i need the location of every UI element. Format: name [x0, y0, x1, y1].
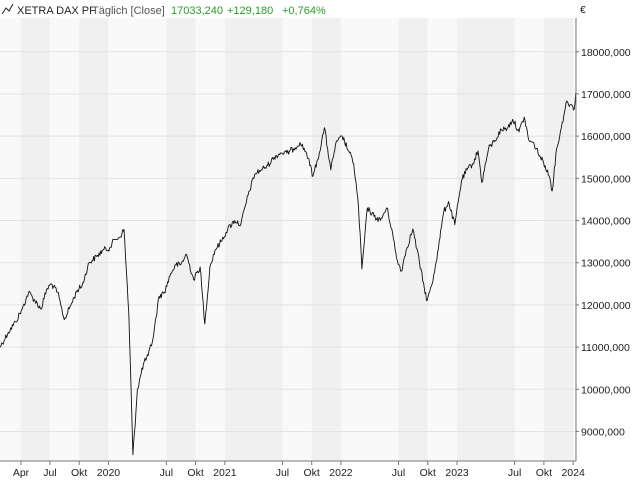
series-line [0, 92, 577, 456]
y-axis-ticks: 9000,000 10000,000 11000,000 12000,000 13000… [576, 47, 631, 438]
price-series [0, 92, 577, 456]
x-tick-label: Jul [392, 467, 405, 479]
x-axis-ticks: Apr Jul Okt 2020 Jul Okt 2021 Jul Okt 2022 Jul Okt 2… [13, 461, 585, 479]
gridlines [0, 51, 576, 432]
period-band [49, 18, 80, 461]
x-tick-label: 2022 [329, 467, 353, 479]
period-band [79, 18, 109, 461]
y-tick-label: 15000,000 [581, 173, 631, 185]
period-band [224, 18, 283, 461]
x-tick-label: Okt [536, 467, 552, 479]
x-tick-label: Okt [187, 467, 203, 479]
y-tick-label: 11000,000 [581, 342, 630, 354]
y-tick-label: 12000,000 [581, 300, 631, 312]
period-band [543, 18, 574, 461]
period-band [311, 18, 341, 461]
y-tick-label: 10000,000 [581, 384, 631, 396]
period-band [340, 18, 399, 461]
period-band [457, 18, 515, 461]
period-band [573, 18, 576, 461]
y-tick-label: 17000,000 [581, 89, 631, 101]
x-tick-label: Jul [160, 467, 173, 479]
absolute-change: +129,180 [227, 5, 273, 17]
line-chart-icon [1, 3, 14, 15]
chart-header: XETRA DAX PF Täglich [Close] 17033,240 +… [1, 3, 326, 17]
period-band [0, 18, 21, 461]
x-tick-label: Okt [71, 467, 87, 479]
y-tick-label: 18000,000 [581, 47, 631, 59]
x-tick-label: Apr [13, 467, 30, 479]
x-tick-label: 2024 [561, 467, 585, 479]
last-price: 17033,240 [171, 5, 223, 17]
x-tick-label: Okt [420, 467, 436, 479]
period-band [20, 18, 50, 461]
x-tick-label: 2023 [445, 467, 469, 479]
x-tick-label: Okt [304, 467, 320, 479]
period-band [398, 18, 428, 461]
currency-unit-label: € [580, 4, 586, 16]
period-bands [0, 18, 576, 461]
period-band [427, 18, 458, 461]
period-label: Täglich [Close] [92, 5, 165, 17]
y-tick-label: 14000,000 [581, 216, 631, 228]
percent-change: +0,764% [282, 5, 326, 17]
y-tick-label: 13000,000 [581, 258, 631, 270]
x-tick-label: Jul [276, 467, 289, 479]
y-tick-label: 9000,000 [581, 426, 625, 438]
instrument-name: XETRA DAX PF [17, 5, 96, 17]
x-tick-label: Jul [508, 467, 521, 479]
period-band [282, 18, 312, 461]
x-tick-label: 2021 [213, 467, 237, 479]
period-band [514, 18, 544, 461]
period-band [166, 18, 196, 461]
y-tick-label: 16000,000 [581, 131, 631, 143]
x-tick-label: Jul [43, 467, 56, 479]
x-tick-label: 2020 [97, 467, 121, 479]
